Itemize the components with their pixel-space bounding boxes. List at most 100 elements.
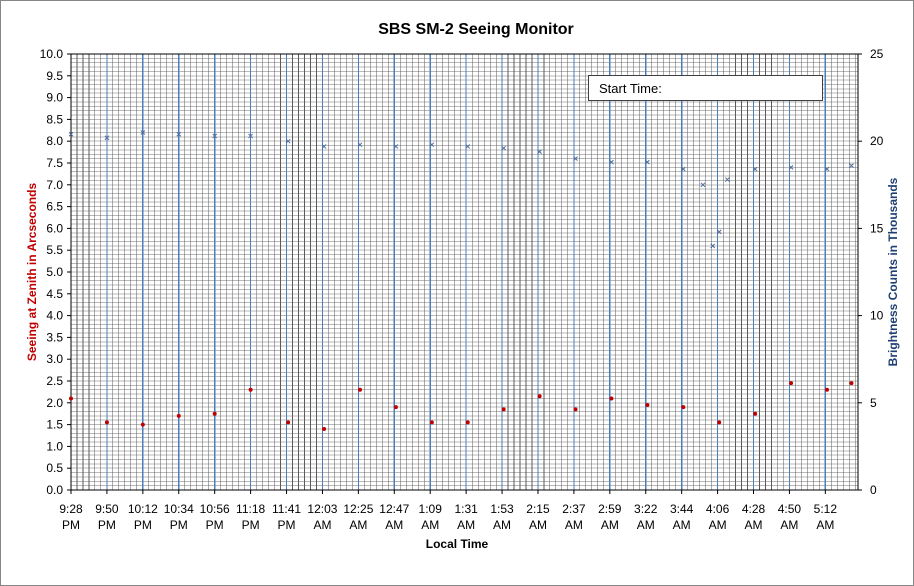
x-tick-label: 1:31	[454, 502, 478, 516]
y-tick-label: 5.0	[46, 265, 63, 279]
y2-tick-label: 5	[870, 396, 877, 410]
x-tick-label-ampm: AM	[745, 518, 763, 532]
x-tick-label-ampm: AM	[601, 518, 619, 532]
y-tick-label: 0.0	[46, 483, 63, 497]
x-tick-label: 11:41	[272, 502, 301, 516]
brightness-point	[700, 182, 706, 188]
brightness-point	[176, 131, 182, 137]
seeing-point	[429, 420, 434, 425]
brightness-point	[849, 163, 854, 168]
seeing-point	[789, 381, 794, 386]
y2-tick-label: 25	[870, 47, 884, 61]
x-tick-label-ampm: AM	[421, 518, 439, 532]
y-tick-label: 8.0	[46, 134, 63, 148]
seeing-point	[248, 387, 253, 392]
brightness-point	[68, 131, 74, 137]
y2-tick-label: 0	[870, 483, 877, 497]
y-tick-label: 6.5	[46, 200, 63, 214]
x-tick-label-ampm: PM	[242, 518, 260, 532]
brightness-point	[248, 133, 253, 139]
brightness-point	[501, 145, 507, 151]
y2-tick-label: 20	[870, 134, 884, 148]
brightness-point	[104, 135, 110, 141]
brightness-point	[285, 138, 291, 144]
x-tick-label: 12:47	[379, 502, 409, 516]
y-tick-label: 0.5	[46, 461, 63, 475]
seeing-point	[176, 413, 181, 418]
brightness-point	[212, 133, 218, 139]
brightness-point	[645, 159, 650, 165]
brightness-point	[573, 156, 578, 161]
y-tick-label: 2.5	[46, 374, 63, 388]
series-seeing	[69, 381, 854, 431]
seeing-point	[645, 402, 650, 407]
seeing-point	[104, 420, 109, 425]
y-tick-label: 2.0	[46, 396, 63, 410]
x-tick-label-ampm: PM	[278, 518, 296, 532]
brightness-point	[357, 142, 363, 148]
seeing-point	[322, 426, 327, 431]
x-tick-label-ampm: AM	[780, 518, 798, 532]
x-tick-label: 4:06	[706, 502, 730, 516]
y-tick-label: 5.5	[46, 243, 63, 257]
brightness-point	[710, 243, 716, 249]
seeing-point	[609, 396, 614, 401]
brightness-point	[465, 144, 471, 149]
y-tick-label: 3.5	[46, 330, 63, 344]
brightness-point	[788, 165, 794, 170]
x-tick-label: 4:50	[778, 502, 802, 516]
x-tick-label-ampm: PM	[170, 518, 188, 532]
x-tick-label: 5:12	[814, 502, 838, 516]
brightness-point	[680, 166, 686, 172]
seeing-point	[140, 422, 145, 427]
x-tick-label-ampm: AM	[493, 518, 511, 532]
x-tick-label: 1:09	[419, 502, 443, 516]
seeing-point	[212, 411, 217, 416]
y-axis-label: Seeing at Zenith in Arcseconds	[25, 183, 39, 362]
y-tick-label: 6.0	[46, 221, 63, 235]
y-tick-label: 7.5	[46, 156, 63, 170]
y-tick-label: 4.5	[46, 287, 63, 301]
y-tick-label: 4.0	[46, 309, 63, 323]
seeing-point	[753, 411, 758, 416]
seeing-point	[849, 381, 854, 386]
y-tick-label: 10.0	[40, 47, 64, 61]
x-tick-label: 11:18	[236, 502, 265, 516]
x-tick-label: 10:56	[200, 502, 230, 516]
x-tick-label-ampm: PM	[98, 518, 116, 532]
brightness-point	[752, 166, 758, 172]
seeing-point	[717, 420, 722, 425]
y-tick-label: 7.0	[46, 178, 63, 192]
brightness-point	[429, 142, 435, 148]
x-tick-label-ampm: PM	[134, 518, 152, 532]
y2-tick-label: 15	[870, 221, 884, 235]
seeing-point	[286, 420, 291, 425]
x-tick-label-ampm: AM	[565, 518, 583, 532]
brightness-point	[140, 130, 146, 135]
x-tick-label: 1:53	[490, 502, 514, 516]
x-tick-label: 10:12	[128, 502, 158, 516]
seeing-point	[573, 407, 578, 412]
x-tick-label: 2:15	[526, 502, 550, 516]
y-tick-label: 8.5	[46, 112, 63, 126]
x-tick-label-ampm: AM	[457, 518, 475, 532]
seeing-point	[537, 394, 542, 399]
x-tick-label: 3:44	[670, 502, 694, 516]
x-tick-label: 12:25	[343, 502, 373, 516]
x-tick-label-ampm: PM	[62, 518, 80, 532]
x-tick-label-ampm: AM	[349, 518, 367, 532]
brightness-point	[537, 149, 542, 155]
y-tick-label: 1.0	[46, 439, 63, 453]
x-tick-label: 9:50	[95, 502, 119, 516]
seeing-point	[69, 396, 73, 401]
brightness-point	[716, 229, 722, 235]
seeing-point	[393, 405, 398, 410]
x-tick-label-ampm: AM	[816, 518, 834, 532]
x-tick-label-ampm: AM	[709, 518, 727, 532]
x-tick-label-ampm: PM	[206, 518, 224, 532]
chart-title: SBS SM-2 Seeing Monitor	[378, 21, 574, 38]
series-brightness	[68, 130, 854, 249]
x-tick-label: 4:28	[742, 502, 766, 516]
x-tick-label-ampm: AM	[385, 518, 403, 532]
